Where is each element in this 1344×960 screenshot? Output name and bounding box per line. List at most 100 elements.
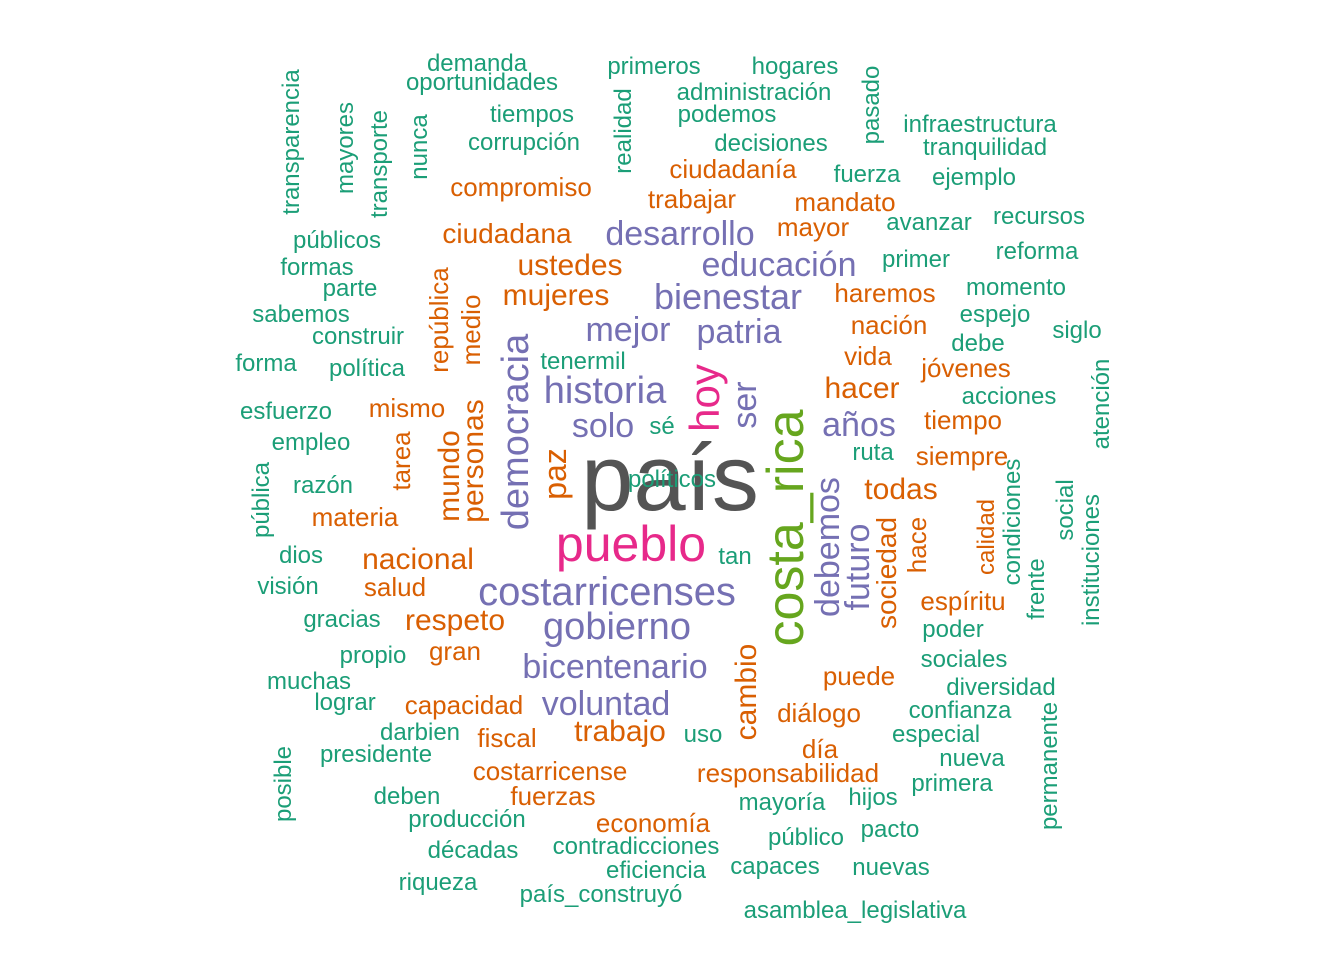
word-hogares: hogares (751, 53, 839, 80)
word-deben: deben (373, 783, 441, 810)
word-paz: paz (537, 448, 573, 500)
word-presidente: presidente (319, 741, 433, 768)
word-gran: gran (428, 636, 482, 666)
word-costarricenses: costarricenses (478, 570, 736, 614)
word-reforma: reforma (995, 238, 1079, 265)
word-fuerza: fuerza (833, 161, 901, 188)
word-puede: puede (822, 661, 896, 691)
word-ciudadana: ciudadana (442, 218, 572, 249)
word-mayores: mayores (332, 101, 359, 195)
word-materia: materia (311, 502, 399, 532)
word-mandato: mandato (794, 187, 896, 217)
word-trabajar: trabajar (647, 184, 737, 214)
word-fiscal: fiscal (477, 723, 537, 753)
word-momento: momento (965, 274, 1067, 301)
word-p-blicos: públicos (292, 227, 382, 254)
word-riqueza: riqueza (398, 869, 478, 896)
word-pol-ticos: políticos (627, 466, 717, 493)
word-personas: personas (457, 399, 490, 523)
word-fuerzas: fuerzas (510, 781, 596, 811)
word-especial: especial (891, 721, 981, 748)
word-sociales: sociales (920, 646, 1008, 673)
word-producci-n: producción (408, 806, 526, 833)
word-tarea: tarea (386, 431, 416, 491)
word-esp-ritu: espíritu (920, 586, 1006, 616)
word-democracia: democracia (495, 333, 537, 531)
word-ser: ser (726, 381, 764, 429)
word-medio: medio (456, 294, 486, 366)
word-social: social (1052, 479, 1079, 541)
word-mayor: mayor (776, 212, 850, 242)
word-administraci-n: administración (676, 79, 832, 106)
word-posible: posible (270, 745, 297, 823)
word-pacto: pacto (860, 816, 920, 843)
word-costa-rica: costa_rica (757, 409, 815, 647)
word-avanzar: avanzar (886, 209, 972, 236)
word-realidad: realidad (610, 88, 637, 174)
word-gobierno: gobierno (543, 606, 691, 648)
word-primer: primer (881, 246, 951, 273)
word-oportunidades: oportunidades (405, 69, 559, 96)
word-siempre: siempre (915, 441, 1009, 471)
word-infraestructura: infraestructura (903, 111, 1057, 138)
word-primeros: primeros (607, 53, 701, 80)
word-ciudadan-a: ciudadanía (669, 154, 797, 184)
word-rep-blica: república (424, 267, 454, 373)
word-asamblea-legislativa: asamblea_legislativa (743, 897, 967, 924)
word-pasado: pasado (858, 65, 885, 145)
word-desarrollo: desarrollo (605, 215, 755, 253)
word-responsabilidad: responsabilidad (696, 758, 880, 788)
word-p-blica: pública (248, 461, 275, 539)
word-dios: dios (278, 542, 324, 569)
word-di-logo: diálogo (777, 698, 861, 728)
word-eficiencia: eficiencia (605, 857, 707, 884)
word-instituciones: instituciones (1078, 493, 1105, 627)
word-contradicciones: contradicciones (552, 833, 720, 860)
word-atenci-n: atención (1088, 358, 1115, 450)
word-vida: vida (844, 341, 892, 371)
word-bicentenario: bicentenario (522, 648, 708, 686)
word-darbien: darbien (379, 719, 461, 746)
word-forma: forma (235, 350, 297, 377)
word-d-a: día (801, 734, 839, 764)
word-construir: construir (311, 323, 405, 350)
word-propio: propio (339, 642, 407, 669)
word-salud: salud (363, 572, 427, 602)
word-siglo: siglo (1052, 317, 1102, 344)
word-calidad: calidad (973, 498, 1000, 576)
word-transparencia: transparencia (278, 69, 305, 215)
word-muchas: muchas (266, 668, 352, 695)
word-formas: formas (280, 254, 354, 281)
word-confianza: confianza (908, 697, 1012, 724)
word-tiempo: tiempo (923, 405, 1003, 435)
word-capacidad: capacidad (404, 690, 524, 720)
word-acciones: acciones (961, 383, 1057, 410)
word-nacional: nacional (362, 543, 474, 576)
word-lograr: lograr (314, 689, 376, 716)
word-uso: uso (683, 721, 723, 748)
word-a-os: años (822, 406, 896, 444)
word-ejemplo: ejemplo (931, 164, 1017, 191)
word-demanda: demanda (426, 50, 528, 77)
word-mujeres: mujeres (502, 279, 610, 312)
word-mayor-a: mayoría (738, 789, 826, 816)
word-solo: solo (571, 407, 635, 445)
word-voluntad: voluntad (541, 685, 671, 723)
word-permanente: permanente (1036, 701, 1063, 831)
word-hacer: hacer (824, 372, 900, 405)
word-sabemos: sabemos (252, 301, 350, 328)
word-tranquilidad: tranquilidad (922, 134, 1048, 161)
word-haremos: haremos (834, 278, 936, 308)
word-transporte: transporte (366, 109, 393, 219)
word-gracias: gracias (303, 606, 381, 633)
word-nunca: nunca (406, 114, 433, 180)
word-hoy: hoy (681, 364, 728, 432)
word-tiempos: tiempos (489, 101, 575, 128)
word-d-cadas: décadas (427, 837, 519, 864)
word-p-blico: público (767, 824, 845, 851)
word-corrupci-n: corrupción (467, 129, 581, 156)
word-mejor: mejor (585, 311, 671, 349)
word-parte: parte (322, 275, 378, 302)
word-empleo: empleo (271, 429, 351, 456)
word-educaci-n: educación (701, 246, 857, 284)
